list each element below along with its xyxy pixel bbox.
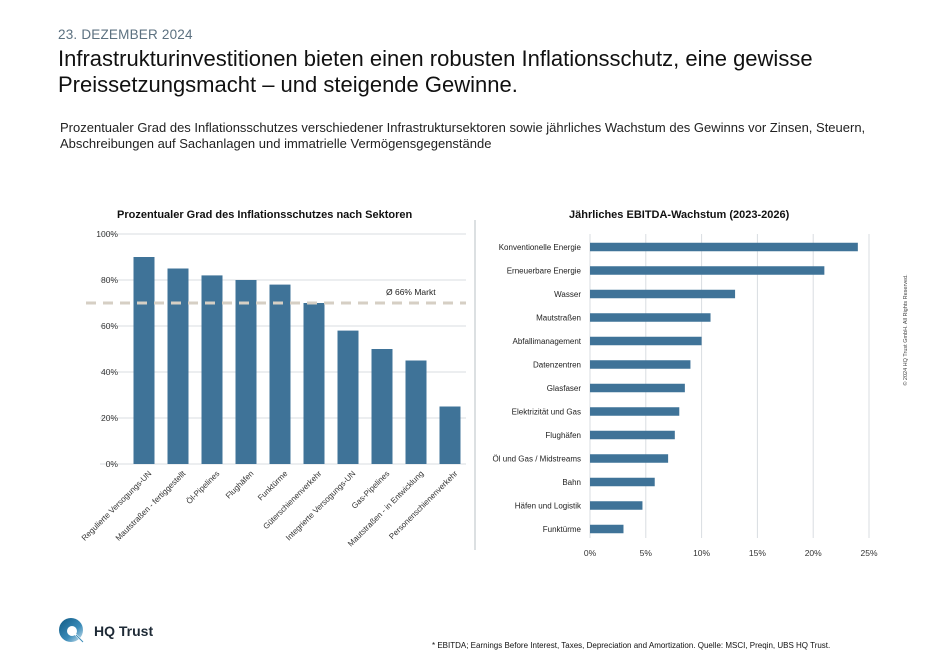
x-tick-label: Mautstraßen - fertiggestellt (114, 469, 188, 543)
inflation-protection-bar-chart: 0% 20% 40% 60% 80% 100% Regulierte Versogungs-… (80, 229, 466, 548)
y-tick-label: 40% (101, 367, 118, 377)
x-tick-label: Funktürme (256, 469, 290, 503)
report-date: 23. DEZEMBER 2024 (58, 27, 193, 42)
x-tick-label: 0% (584, 548, 597, 558)
x-tick-label: Personenschienenverkehr (387, 469, 459, 541)
bar (590, 360, 691, 369)
x-tick-label: Integrierte Versogungs-UN (284, 469, 357, 542)
y-tick-label: 80% (101, 275, 118, 285)
bar (590, 501, 643, 510)
x-tick-label: 15% (749, 548, 766, 558)
bar (590, 242, 858, 252)
y-tick-label: Funktürme (543, 525, 582, 534)
bar (590, 289, 736, 299)
y-tick-label: 20% (101, 413, 118, 423)
bar (590, 407, 680, 416)
logo-text: HQ Trust (94, 623, 154, 639)
bar (590, 313, 711, 322)
y-tick-label: Bahn (562, 478, 581, 487)
y-tick-label: Elektrizität und Gas (512, 408, 581, 417)
bar (371, 349, 393, 464)
y-tick-label: 0% (106, 459, 119, 469)
y-tick-label: Glasfaser (547, 384, 582, 393)
y-tick-label: Öl und Gas / Midstreams (493, 455, 581, 464)
bar (201, 275, 223, 464)
y-tick-label: 60% (101, 321, 118, 331)
y-tick-label: Datenzentren (533, 361, 581, 370)
y-tick-label: Flughäfen (545, 431, 581, 440)
bar (590, 266, 825, 275)
page-subtitle: Prozentualer Grad des Inflationsschutzes… (60, 120, 866, 151)
y-tick-label: 100% (96, 229, 118, 239)
x-tick-label: 25% (860, 548, 877, 558)
x-tick-label: Güterschienenverkehr (261, 469, 323, 531)
x-tick-label: 5% (640, 548, 653, 558)
bar (590, 336, 702, 346)
x-tick-label: Regulierte Versogungs-UN (80, 469, 154, 543)
reference-line-label: Ø 66% Markt (386, 287, 436, 297)
y-tick-label: Erneuerbare Energie (507, 267, 582, 276)
bar (590, 454, 669, 463)
ebitda-growth-bar-chart: 0% 5% 10% 15% 20% 25% Konventionelle Energie Er… (474, 220, 878, 558)
bar (405, 360, 427, 464)
y-tick-label: Wasser (554, 290, 581, 299)
bar (235, 280, 257, 464)
x-tick-label: Öl-Pipelines (185, 469, 222, 506)
bar (167, 268, 189, 464)
left-chart-title: Prozentualer Grad des Inflationsschutzes… (117, 209, 413, 221)
bar (133, 257, 155, 464)
bar (590, 383, 685, 393)
bar (590, 477, 655, 487)
right-chart-title: Jährliches EBITDA-Wachstum (2023-2026) (569, 209, 790, 221)
y-tick-label: Häfen und Logistik (515, 502, 582, 511)
y-tick-label: Abfallimanagement (513, 337, 582, 346)
x-tick-label: 10% (693, 548, 710, 558)
hq-trust-logo: HQ Trust (58, 617, 153, 645)
x-tick-label: Flughäfen (224, 469, 256, 501)
footnote: * EBITDA; Earnings Before Interest, Taxe… (432, 641, 831, 650)
bar (590, 430, 675, 440)
copyright-notice: © 2024 HQ Trust GmbH. All Rights Reserve… (903, 274, 909, 386)
bar (337, 330, 359, 464)
hq-trust-logo-icon (59, 618, 85, 644)
bar (269, 284, 291, 464)
y-tick-label: Konventionelle Energie (499, 243, 582, 252)
page-title: Infrastrukturinvestitionen bieten einen … (58, 46, 813, 97)
y-tick-label: Mautstraßen (536, 314, 581, 323)
bar (303, 303, 325, 464)
bar (439, 406, 461, 464)
bar (590, 524, 624, 534)
x-tick-label: 20% (805, 548, 822, 558)
